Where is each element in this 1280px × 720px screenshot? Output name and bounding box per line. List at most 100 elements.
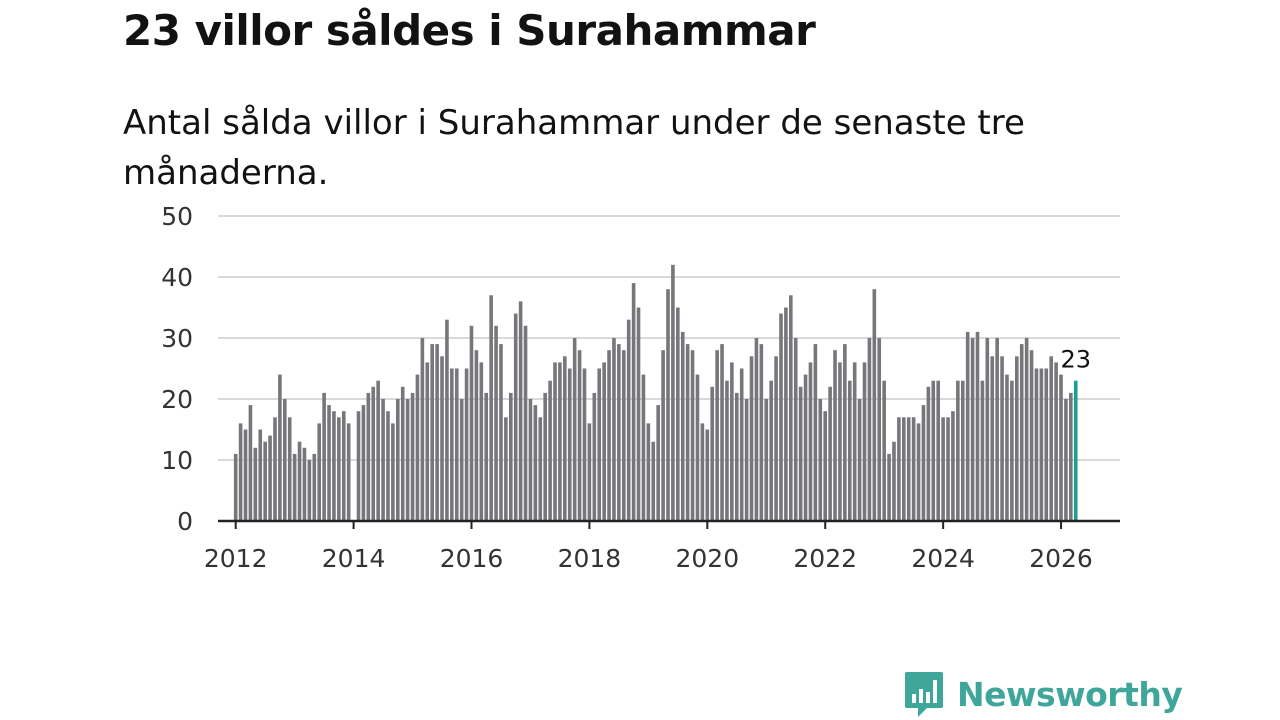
- bar: [764, 399, 769, 521]
- x-tick-label: 2012: [204, 544, 268, 573]
- bar: [371, 386, 376, 521]
- bar: [420, 338, 425, 521]
- bar: [435, 344, 439, 521]
- bar: [283, 399, 287, 521]
- y-tick-label: 0: [177, 507, 193, 536]
- bar: [499, 344, 503, 521]
- bar: [941, 417, 945, 521]
- bar: [990, 356, 995, 521]
- bar: [789, 295, 793, 521]
- bar: [636, 307, 641, 521]
- bar: [695, 374, 700, 521]
- bar: [739, 368, 744, 521]
- bar: [381, 399, 385, 521]
- y-tick-label: 10: [161, 446, 193, 475]
- labels: 0 10 20 30 40 50 23 2012 2014 2016 2018 2020 2022 202…: [161, 202, 1093, 573]
- bar: [847, 380, 852, 521]
- bar: [1005, 374, 1009, 521]
- bar: [626, 319, 631, 521]
- bar: [862, 362, 867, 521]
- bar: [1010, 380, 1014, 521]
- x-tick-label: 2026: [1029, 544, 1093, 573]
- bar: [931, 380, 936, 521]
- bar: [960, 380, 965, 521]
- bar: [341, 411, 346, 521]
- bar: [577, 350, 582, 521]
- bar: [558, 362, 562, 521]
- bar: [356, 411, 361, 521]
- axes: [218, 519, 1120, 529]
- bar: [676, 307, 680, 521]
- bar: [450, 368, 454, 521]
- y-tick-label: 40: [161, 263, 193, 292]
- bar: [302, 447, 307, 521]
- bar: [754, 338, 759, 521]
- bar: [567, 368, 572, 521]
- bar: [430, 344, 434, 521]
- bar: [906, 417, 911, 521]
- bar: [1044, 368, 1049, 521]
- bar: [587, 423, 592, 521]
- bar: [877, 338, 882, 521]
- bar: [1064, 399, 1068, 521]
- chart-title: 23 villor såldes i Surahammar: [123, 6, 816, 55]
- bar: [921, 405, 926, 521]
- bar: [607, 350, 611, 521]
- bar: [838, 362, 842, 521]
- bar: [396, 399, 400, 521]
- bar: [263, 441, 267, 521]
- bar: [656, 405, 660, 521]
- bar: [975, 331, 980, 521]
- bar: [617, 344, 621, 521]
- bar: [513, 313, 518, 521]
- bar: [563, 356, 567, 521]
- bar: [312, 453, 317, 521]
- bar: [361, 405, 366, 521]
- bar: [720, 344, 724, 521]
- bar: [533, 405, 538, 521]
- bar: [268, 435, 272, 521]
- bar: [1039, 368, 1044, 521]
- chart-subtitle: Antal sålda villor i Surahammar under de…: [123, 103, 1025, 193]
- bar: [518, 301, 523, 521]
- bar: [808, 362, 813, 521]
- bar: [273, 417, 277, 521]
- bar: [543, 392, 547, 521]
- bar: [469, 325, 474, 521]
- bar: [833, 350, 837, 521]
- bar: [332, 411, 336, 521]
- bar: [621, 350, 626, 521]
- bar: [386, 411, 390, 521]
- bar: [803, 374, 808, 521]
- bar: [405, 399, 410, 521]
- bar: [1054, 362, 1058, 521]
- bar: [346, 423, 351, 521]
- bar: [528, 399, 533, 521]
- bar: [391, 423, 395, 521]
- bar: [307, 460, 312, 521]
- bar: [440, 356, 444, 521]
- bar: [651, 441, 656, 521]
- bar: [459, 399, 464, 521]
- bar: [759, 344, 764, 521]
- bar: [238, 423, 243, 521]
- bar: [823, 411, 828, 521]
- bar: [538, 417, 543, 521]
- bar: [474, 350, 479, 521]
- x-tick-label: 2022: [793, 544, 857, 573]
- bar: [828, 386, 832, 521]
- bars: [233, 264, 1078, 521]
- bar: [710, 386, 715, 521]
- bar: [798, 386, 803, 521]
- bar: [454, 368, 459, 521]
- brand-logo[interactable]: Newsworthy: [903, 670, 1183, 718]
- bar: [1015, 356, 1019, 521]
- bar: [671, 264, 675, 521]
- bar: [292, 453, 297, 521]
- bar: [597, 368, 602, 521]
- bar: [946, 417, 950, 521]
- bar: [592, 392, 597, 521]
- bar: [926, 386, 931, 521]
- bar: [1019, 344, 1024, 521]
- highlight-value-label: 23: [1060, 346, 1091, 374]
